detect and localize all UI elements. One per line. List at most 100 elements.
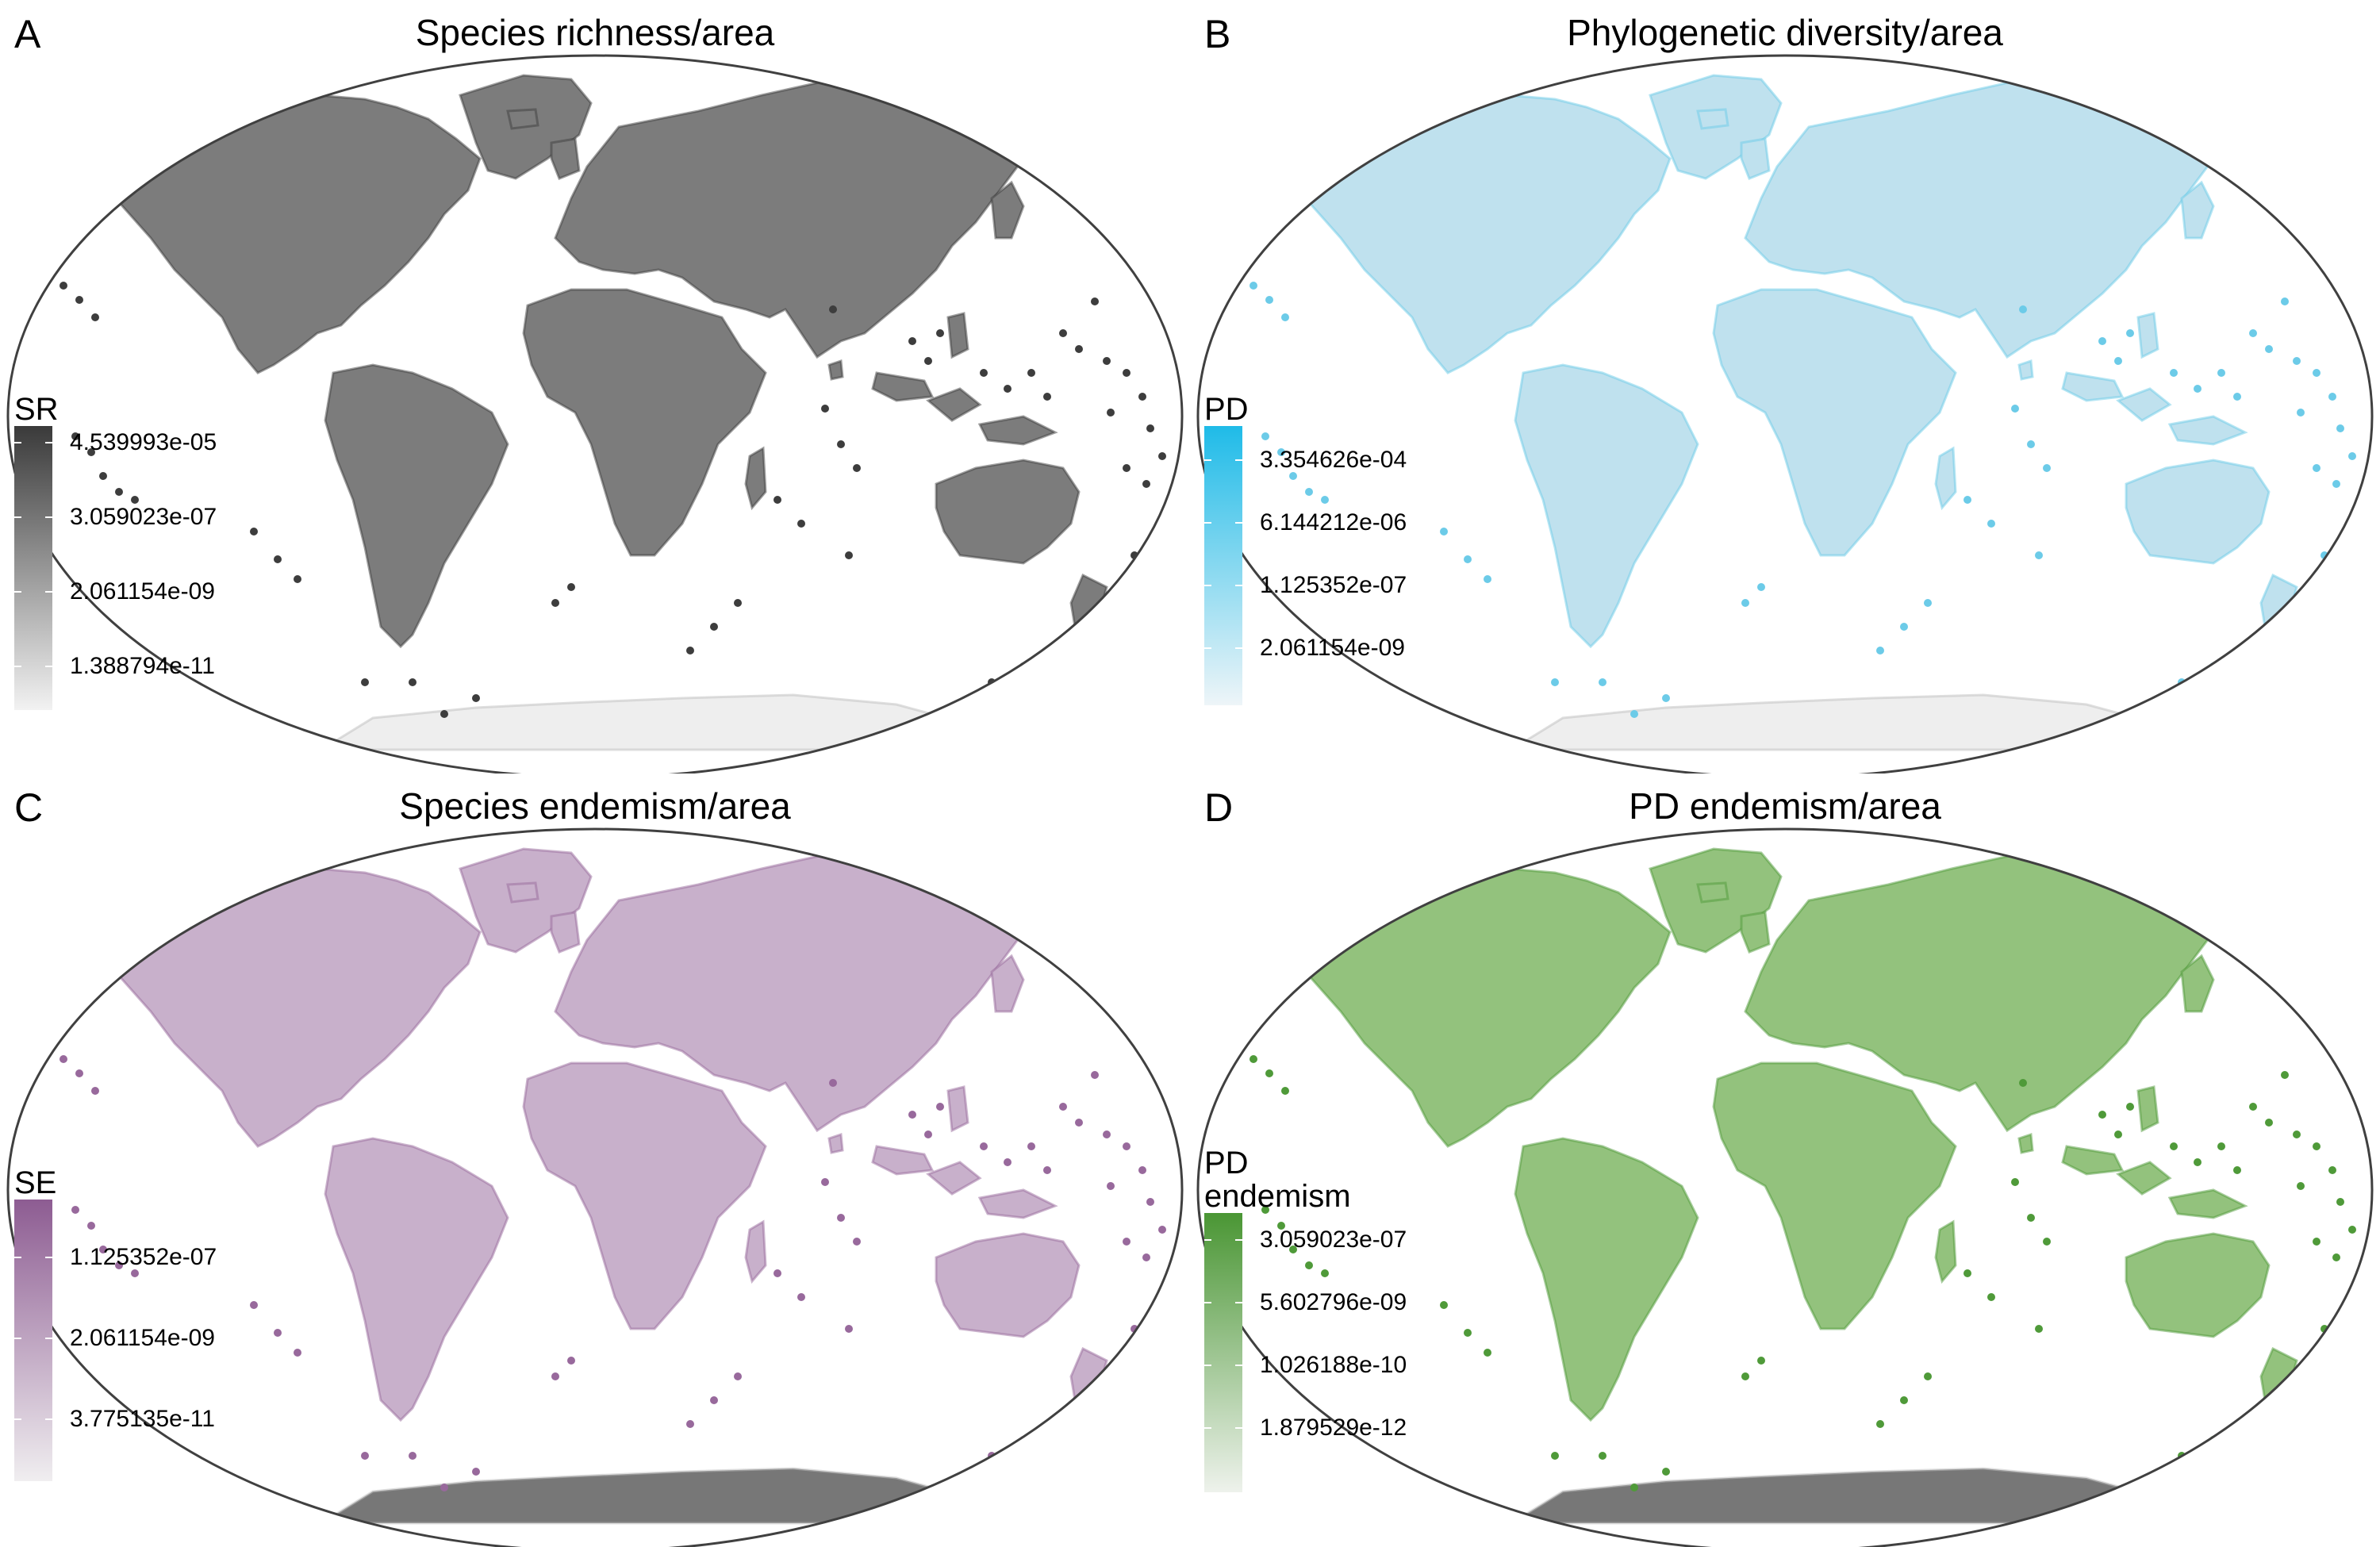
panel-pd-endemism: D PD endemism/area PD endemism 3.059023e… <box>1190 774 2380 1547</box>
legend-label: 1.879529e-12 <box>1260 1415 1407 1441</box>
island-marker <box>1059 1103 1067 1111</box>
legend-gradient-bar: 3.059023e-07 5.602796e-09 1.026188e-10 1… <box>1204 1213 1407 1492</box>
island-marker <box>797 520 805 528</box>
legend-label: 1.125352e-07 <box>70 1244 217 1270</box>
panel-species-richness: A Species richness/area SR 4.539993e-05 … <box>0 0 1190 774</box>
legend-gradient-bar: 3.354626e-04 6.144212e-06 1.125352e-07 2… <box>1204 426 1407 705</box>
legend-label: 2.061154e-09 <box>1260 635 1405 661</box>
island-marker <box>1321 496 1329 504</box>
island-marker <box>829 305 837 313</box>
land-madagascar <box>1934 446 1957 511</box>
legend-label: 3.059023e-07 <box>70 504 217 530</box>
island-marker <box>1321 1269 1329 1277</box>
land-britain <box>1740 137 1771 180</box>
island-marker <box>99 1246 107 1253</box>
island-marker <box>115 1261 123 1269</box>
land-iceland <box>506 108 539 130</box>
island-marker <box>2328 393 2336 401</box>
island-marker <box>1964 496 1971 504</box>
island-marker <box>1741 1372 1749 1380</box>
island-marker <box>924 1130 932 1138</box>
island-marker <box>1261 1206 1269 1214</box>
island-marker <box>936 1103 944 1111</box>
panel-title: Species richness/area <box>415 12 775 53</box>
island-marker <box>1440 1301 1448 1309</box>
island-marker <box>1599 678 1606 686</box>
land-sri-lanka <box>827 359 844 381</box>
island-marker <box>1123 1142 1130 1150</box>
island-marker <box>2217 369 2225 377</box>
island-marker <box>1107 1182 1115 1190</box>
island-marker <box>1757 583 1765 591</box>
island-marker <box>2281 298 2289 305</box>
island-marker <box>1059 329 1067 337</box>
island-marker <box>1158 452 1166 460</box>
land-philippines <box>2136 312 2159 359</box>
land-madagascar <box>744 446 767 511</box>
island-marker <box>821 1178 829 1186</box>
island-marker <box>774 496 781 504</box>
color-legend: SR 4.539993e-05 3.059023e-07 2.061154e-0… <box>14 392 217 710</box>
land-antarctica <box>1507 1467 2168 1525</box>
island-marker <box>361 678 369 686</box>
land-iceland <box>506 881 539 904</box>
land-japan <box>990 180 1025 240</box>
land-japan <box>2180 180 2215 240</box>
island-marker <box>1142 1253 1150 1261</box>
island-marker <box>1551 678 1559 686</box>
land-japan <box>2180 954 2215 1013</box>
legend-label: 3.354626e-04 <box>1260 447 1407 473</box>
land-sri-lanka <box>2017 1132 2034 1154</box>
land-britain <box>1740 911 1771 954</box>
land-new-guinea <box>977 1188 1058 1219</box>
island-marker <box>837 440 845 448</box>
legend-label: 1.125352e-07 <box>1260 572 1407 598</box>
panel-letter: C <box>14 785 44 830</box>
land-indonesia-1 <box>2061 371 2125 402</box>
land-africa <box>522 1061 767 1330</box>
island-marker <box>1277 1222 1285 1230</box>
panel-title: PD endemism/area <box>1629 785 1941 827</box>
island-marker <box>1083 647 1091 654</box>
island-marker <box>710 1396 718 1404</box>
island-marker <box>274 555 282 563</box>
land-south-america <box>324 1137 509 1422</box>
land-antarctica <box>317 1467 978 1525</box>
island-marker <box>1142 480 1150 488</box>
island-marker <box>1234 1043 1242 1051</box>
land-iceland <box>1696 881 1729 904</box>
island-marker <box>567 583 575 591</box>
island-marker <box>2019 305 2027 313</box>
island-marker <box>734 599 742 607</box>
island-marker <box>1265 1069 1273 1077</box>
island-marker <box>1075 1119 1083 1127</box>
island-marker <box>2217 1142 2225 1150</box>
island-marker <box>1043 393 1051 401</box>
island-marker <box>44 1043 52 1051</box>
land-australia <box>2125 1232 2271 1338</box>
island-marker <box>1987 520 1995 528</box>
island-marker <box>1876 1420 1884 1428</box>
land-indonesia-2 <box>2116 387 2172 422</box>
color-legend: SE 1.125352e-07 2.061154e-09 3.775135e-1… <box>14 1166 217 1481</box>
legend-title: SR <box>14 392 59 427</box>
island-marker <box>908 1111 916 1119</box>
land-north-america <box>117 94 482 374</box>
land-indonesia-1 <box>2061 1145 2125 1176</box>
island-marker <box>2313 1142 2320 1150</box>
island-marker <box>2098 337 2106 345</box>
island-marker <box>2194 1158 2202 1166</box>
island-marker <box>1043 1166 1051 1174</box>
land-africa <box>1712 288 1957 557</box>
island-marker <box>2035 551 2043 559</box>
island-marker <box>2273 1420 2281 1428</box>
land-south-america <box>324 363 509 649</box>
island-marker <box>2340 543 2348 551</box>
island-marker <box>2340 1317 2348 1325</box>
island-marker <box>2249 1103 2257 1111</box>
legend-label: 2.061154e-09 <box>70 1325 215 1351</box>
island-marker <box>1150 1317 1158 1325</box>
land-australia <box>2125 459 2271 565</box>
legend-label: 6.144212e-06 <box>1260 509 1407 536</box>
island-marker <box>1150 543 1158 551</box>
